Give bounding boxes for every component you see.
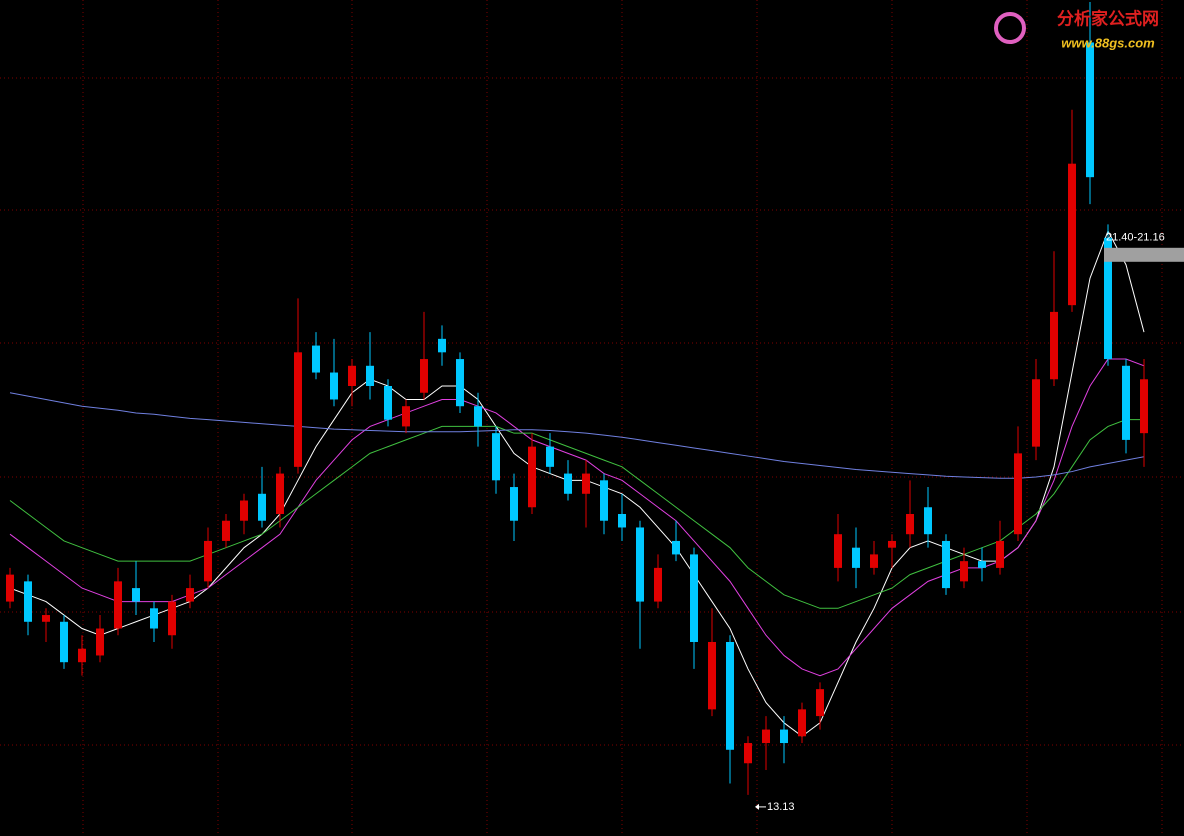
candle-body: [1014, 453, 1022, 535]
candle-body: [1086, 42, 1094, 178]
candle-body: [1068, 163, 1076, 306]
candle-body: [636, 527, 644, 602]
watermark-logo: [994, 12, 1026, 44]
candle-body: [816, 689, 824, 717]
candle-body: [150, 608, 158, 629]
candle-body: [618, 513, 626, 528]
candle-body: [402, 406, 410, 427]
candle-body: [654, 567, 662, 602]
candle-body: [474, 406, 482, 427]
candle-body: [888, 540, 896, 548]
low-label: 13.13: [767, 801, 795, 813]
candle-body: [996, 540, 1004, 568]
candle-body: [168, 601, 176, 636]
candle-body: [546, 446, 554, 467]
candle-body: [114, 581, 122, 629]
candle-body: [528, 446, 536, 508]
candle-body: [258, 493, 266, 521]
candle-body: [330, 372, 338, 400]
candle-body: [798, 709, 806, 737]
candle-body: [222, 520, 230, 541]
candle-body: [96, 628, 104, 656]
candle-body: [1140, 379, 1148, 434]
candle-body: [1032, 379, 1040, 447]
candle-body: [1122, 365, 1130, 440]
moving-average: [9, 392, 1145, 479]
candle-body: [186, 588, 194, 602]
candle-body: [564, 473, 572, 494]
candle-body: [762, 729, 770, 744]
candle-body: [294, 352, 302, 467]
candle-body: [672, 540, 680, 555]
moving-average: [9, 229, 1145, 737]
candle-body: [312, 345, 320, 373]
watermark-url: www.88gs.com: [1061, 35, 1155, 50]
moving-average: [9, 419, 1144, 609]
candle-body: [978, 561, 986, 568]
candle-body: [510, 487, 518, 521]
candle-body: [690, 554, 698, 642]
candle-body: [438, 338, 446, 353]
candle-body: [708, 641, 716, 710]
candle-body: [600, 480, 608, 521]
candle-body: [276, 473, 284, 514]
candle-body: [852, 547, 860, 568]
watermark-title: 分析家公式网: [1057, 8, 1159, 28]
range-label: 21.40-21.16: [1106, 232, 1165, 244]
candle-body: [1050, 311, 1058, 380]
candle-body: [384, 386, 392, 420]
candle-body: [348, 365, 356, 387]
candle-body: [960, 561, 968, 582]
candle-body: [834, 534, 842, 568]
candle-body: [780, 729, 788, 744]
plot: 21.40-21.16 13.13: [6, 2, 1184, 813]
low-arrow-head: [755, 803, 759, 810]
candle-body: [582, 473, 590, 494]
candle-body: [60, 621, 68, 663]
candle-body: [726, 641, 734, 750]
candle-body: [1104, 237, 1112, 360]
candle-body: [132, 588, 140, 602]
candle-body: [492, 433, 500, 481]
candle-body: [942, 540, 950, 589]
candle-body: [24, 581, 32, 622]
range-bar: [1104, 247, 1184, 262]
candle-body: [744, 743, 752, 764]
candle-body: [78, 648, 86, 663]
candle-body: [456, 359, 464, 407]
candle-body: [906, 513, 914, 535]
candle-body: [924, 507, 932, 535]
moving-average: [9, 358, 1145, 677]
candle-body: [366, 365, 374, 387]
candle-body: [42, 615, 50, 622]
candle-body: [204, 540, 212, 582]
candle-body: [870, 554, 878, 568]
candle-body: [6, 574, 14, 602]
candle-body: [240, 500, 248, 521]
candle-body: [420, 359, 428, 393]
